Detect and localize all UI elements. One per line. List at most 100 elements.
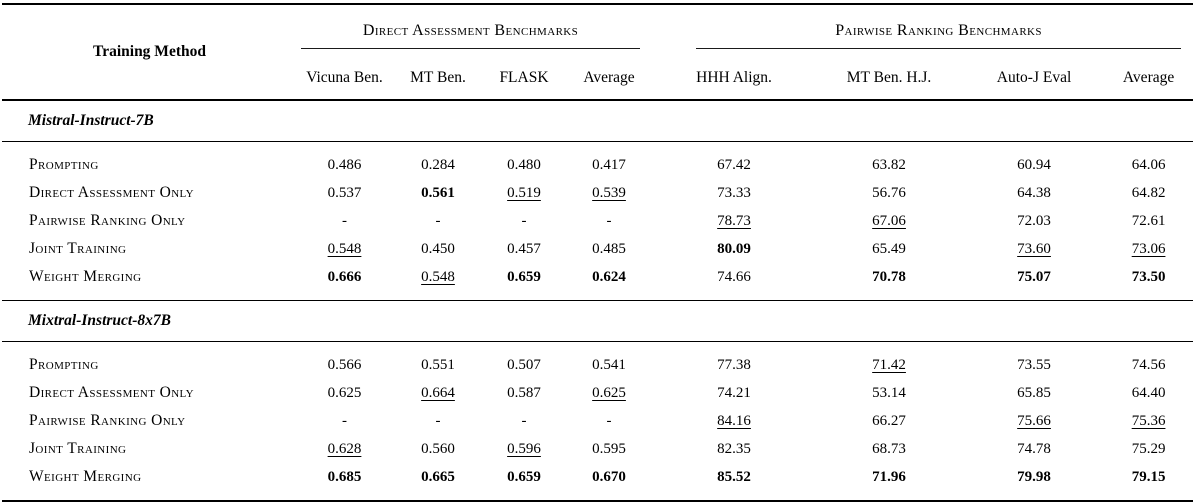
cell-value: 0.670: [592, 468, 626, 485]
cell-value: 78.73: [717, 212, 751, 229]
cell-value: 0.665: [421, 468, 455, 485]
cell-value: 0.284: [421, 156, 455, 173]
cell-value: 0.659: [507, 268, 541, 285]
column-header-hhh-align: HHH Align.: [696, 69, 772, 86]
cell-value: 73.06: [1131, 240, 1166, 257]
cell-value: 84.16: [717, 412, 751, 429]
cell-value: 71.96: [872, 468, 906, 485]
table-row: Prompting 0.566 0.551 0.507 0.541 77.38 …: [2, 342, 1193, 380]
cell-value: 67.06: [872, 212, 906, 229]
column-header-training-method: Training Method: [93, 43, 206, 60]
cell-value: -: [521, 412, 527, 429]
cell-value: 65.85: [1017, 384, 1051, 401]
column-header-vicuna-ben: Vicuna Ben.: [306, 69, 383, 86]
cell-value: 82.35: [717, 440, 751, 457]
cell-value: 0.664: [421, 384, 455, 401]
cell-value: 0.450: [421, 240, 455, 257]
column-header-row: Vicuna Ben. MT Ben. FLASK Average HHH Al…: [2, 57, 1193, 100]
group-header-direct-assessment: Direct Assessment Benchmarks: [297, 4, 654, 57]
section-title: Mixtral-Instruct-8x7B: [2, 300, 1194, 342]
table-row: Direct Assessment Only 0.625 0.664 0.587…: [2, 379, 1193, 407]
cell-value: 73.50: [1131, 268, 1166, 285]
cell-value: -: [435, 212, 441, 229]
cell-value: 0.519: [507, 184, 541, 201]
cell-value: 63.82: [872, 156, 906, 173]
cell-value: 0.486: [327, 156, 362, 173]
column-header-auto-j-eval: Auto-J Eval: [996, 69, 1072, 86]
cell-value: 66.27: [872, 412, 906, 429]
section-header-mistral: Mistral-Instruct-7B: [2, 100, 1194, 142]
group-header-pairwise-ranking-label: Pairwise Ranking Benchmarks: [696, 22, 1182, 49]
results-table: Training Method Direct Assessment Benchm…: [2, 3, 1194, 502]
group-header-row: Training Method Direct Assessment Benchm…: [2, 4, 1193, 60]
cell-value: 0.480: [507, 156, 541, 173]
table-row: Joint Training 0.548 0.450 0.457 0.485 8…: [2, 235, 1193, 263]
table-row: Pairwise Ranking Only - - - - 78.73 67.0…: [2, 207, 1193, 235]
cell-value: 73.60: [1017, 240, 1051, 257]
cell-value: 0.624: [592, 268, 626, 285]
table-row: Pairwise Ranking Only - - - - 84.16 66.2…: [2, 407, 1193, 435]
table-row: Prompting 0.486 0.284 0.480 0.417 67.42 …: [2, 142, 1193, 180]
cell-value: 53.14: [872, 384, 906, 401]
cell-value: 0.659: [507, 468, 541, 485]
cell-value: 64.40: [1131, 384, 1166, 401]
cell-value: 74.56: [1131, 356, 1166, 373]
table-header: Training Method Direct Assessment Benchm…: [2, 4, 1194, 100]
cell-value: 0.595: [592, 440, 626, 457]
section-title: Mistral-Instruct-7B: [2, 100, 1194, 142]
cell-value: 0.541: [592, 356, 626, 373]
cell-value: 0.560: [421, 440, 455, 457]
cell-value: 79.15: [1131, 468, 1166, 485]
row-label: Prompting: [29, 156, 99, 173]
cell-value: 0.628: [327, 440, 362, 457]
column-header-mt-ben: MT Ben.: [410, 69, 466, 86]
cell-value: 74.66: [717, 268, 751, 285]
row-label: Weight Merging: [29, 468, 142, 485]
cell-value: -: [435, 412, 441, 429]
group-header-direct-assessment-label: Direct Assessment Benchmarks: [301, 22, 641, 49]
cell-value: 0.537: [327, 184, 362, 201]
row-label: Joint Training: [29, 240, 127, 257]
cell-value: 72.03: [1017, 212, 1051, 229]
cell-value: 67.42: [717, 156, 751, 173]
cell-value: 68.73: [872, 440, 906, 457]
cell-value: 70.78: [872, 268, 906, 285]
cell-value: 75.29: [1131, 440, 1166, 457]
row-label: Direct Assessment Only: [29, 384, 194, 401]
cell-value: 0.507: [507, 356, 541, 373]
cell-value: 65.49: [872, 240, 906, 257]
row-label: Joint Training: [29, 440, 127, 457]
group-header-pairwise-ranking: Pairwise Ranking Benchmarks: [654, 4, 1193, 57]
cell-value: 75.66: [1017, 412, 1051, 429]
cell-value: 0.625: [592, 384, 626, 401]
cell-value: 0.551: [421, 356, 455, 373]
table-row: Weight Merging 0.666 0.548 0.659 0.624 7…: [2, 263, 1193, 301]
cell-value: 64.06: [1131, 156, 1166, 173]
cell-value: 0.596: [507, 440, 541, 457]
cell-value: 77.38: [717, 356, 751, 373]
cell-value: 64.38: [1017, 184, 1051, 201]
cell-value: -: [606, 412, 612, 429]
table-row: Weight Merging 0.685 0.665 0.659 0.670 8…: [2, 463, 1193, 501]
cell-value: 0.685: [327, 468, 362, 485]
row-label: Prompting: [29, 356, 99, 373]
cell-value: 75.07: [1017, 268, 1051, 285]
cell-value: 0.548: [421, 268, 455, 285]
cell-value: 0.625: [327, 384, 362, 401]
column-header-flask: FLASK: [499, 69, 549, 86]
cell-value: 0.485: [592, 240, 626, 257]
row-label: Weight Merging: [29, 268, 142, 285]
row-label: Pairwise Ranking Only: [29, 412, 186, 429]
cell-value: 64.82: [1131, 184, 1166, 201]
cell-value: 0.457: [507, 240, 541, 257]
cell-value: 0.417: [592, 156, 626, 173]
cell-value: 73.33: [717, 184, 751, 201]
cell-value: -: [606, 212, 612, 229]
cell-value: 0.539: [592, 184, 626, 201]
column-header-da-average: Average: [583, 69, 635, 86]
cell-value: 74.78: [1017, 440, 1051, 457]
table-row: Direct Assessment Only 0.537 0.561 0.519…: [2, 179, 1193, 207]
cell-value: -: [342, 212, 347, 229]
cell-value: 0.666: [327, 268, 362, 285]
cell-value: 74.21: [717, 384, 751, 401]
